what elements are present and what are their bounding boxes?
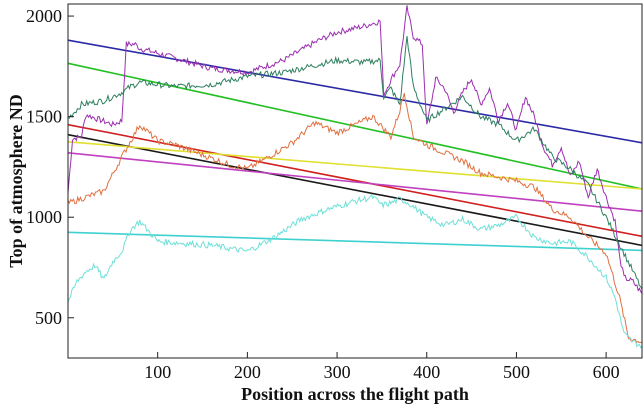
y-tick-label: 1500 (26, 107, 62, 127)
x-tick-label: 300 (324, 362, 351, 382)
series-line-9 (67, 35, 643, 290)
x-tick-label: 400 (413, 362, 440, 382)
series-line-6 (67, 152, 643, 212)
x-tick-label: 500 (503, 362, 530, 382)
x-tick-label: 100 (144, 362, 171, 382)
x-tick-label: 600 (593, 362, 620, 382)
series-line-11 (67, 193, 643, 349)
series-line-5 (67, 141, 643, 190)
y-tick-label: 2000 (26, 6, 62, 26)
y-axis-title: Top of atmosphere ND (6, 94, 26, 268)
series-line-2 (67, 62, 643, 190)
series-layer (67, 5, 643, 349)
y-tick-label: 500 (35, 308, 62, 328)
x-axis-title: Position across the flight path (241, 384, 469, 404)
x-tick-label: 200 (234, 362, 261, 382)
series-line-10 (67, 93, 643, 344)
tick-layer: 100 200 300 400 500 600 500 1000 1500 2000 (26, 6, 620, 382)
series-line-8 (67, 5, 643, 294)
plot-frame (67, 3, 643, 359)
y-tick-label: 1000 (26, 207, 62, 227)
series-line-3 (67, 133, 643, 247)
series-line-7 (67, 231, 643, 252)
